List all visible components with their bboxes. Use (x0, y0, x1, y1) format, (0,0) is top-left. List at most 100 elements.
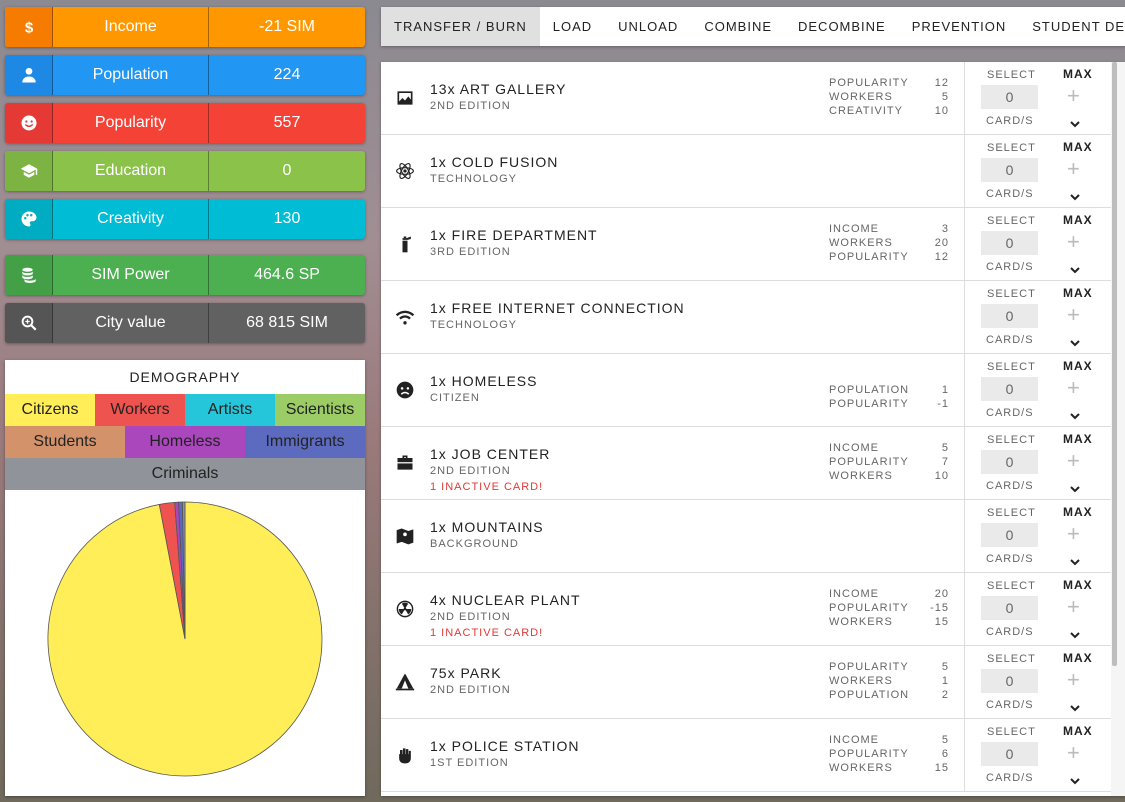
increment-button[interactable]: + (1067, 594, 1080, 619)
legend-workers[interactable]: Workers (95, 394, 185, 426)
legend-citizens[interactable]: Citizens (5, 394, 95, 426)
chevron-down-icon[interactable] (1069, 699, 1081, 712)
stat-label: Creativity (53, 199, 209, 239)
card-stat-label: POPULARITY (829, 77, 909, 89)
chevron-down-icon[interactable] (1069, 115, 1081, 128)
card-edition: CITIZEN (430, 392, 480, 404)
card-select-controls: SELECT MAX 0 + CARD/S (964, 427, 1111, 500)
pie-slice-criminals[interactable] (182, 501, 186, 640)
atom-icon (395, 161, 415, 181)
quantity-input[interactable]: 0 (981, 450, 1038, 474)
chevron-down-icon[interactable] (1069, 626, 1081, 639)
chevron-down-icon[interactable] (1069, 772, 1081, 785)
card-stat: WORKERS 5 (829, 91, 949, 105)
increment-button[interactable]: + (1067, 667, 1080, 692)
max-button[interactable]: MAX (1063, 140, 1093, 154)
card-stat-value: 5 (941, 91, 949, 103)
card-name: 1x FIRE DEPARTMENT (430, 227, 598, 243)
legend-criminals[interactable]: Criminals (5, 458, 365, 490)
increment-button[interactable]: + (1067, 302, 1080, 327)
coins-icon (5, 255, 53, 295)
tab-decombine[interactable]: DECOMBINE (798, 19, 886, 34)
demography-panel: DEMOGRAPHY Citizens Workers Artists Scienti… (5, 360, 365, 796)
tab-prevention[interactable]: PREVENTION (911, 19, 1007, 34)
select-label: SELECT (987, 69, 1036, 81)
card-name: 1x JOB CENTER (430, 446, 551, 462)
card-stat-label: POPULATION (829, 384, 910, 396)
card-stat: CREATIVITY 10 (829, 105, 949, 119)
stat-value: 557 (273, 114, 301, 131)
chevron-down-icon[interactable] (1069, 480, 1081, 493)
chevron-down-icon[interactable] (1069, 261, 1081, 274)
tab-transfer-burn[interactable]: TRANSFER / BURN (381, 7, 540, 46)
max-button[interactable]: MAX (1063, 286, 1093, 300)
card-stat-label: WORKERS (829, 762, 893, 774)
card-stat: INCOME 3 (829, 223, 949, 237)
max-button[interactable]: MAX (1063, 359, 1093, 373)
stat-value: 464.6 SP (254, 266, 320, 283)
chevron-down-icon[interactable] (1069, 553, 1081, 566)
legend-immigrants[interactable]: Immigrants (245, 426, 365, 458)
legend-artists[interactable]: Artists (185, 394, 275, 426)
card-select-controls: SELECT MAX 0 + CARD/S (964, 62, 1111, 135)
tab-student-debt[interactable]: STUDENT DEBT (1032, 19, 1125, 34)
max-button[interactable]: MAX (1063, 67, 1093, 81)
max-button[interactable]: MAX (1063, 505, 1093, 519)
card-row: 1x COLD FUSION TECHNOLOGY SELECT MAX 0 + CARD/… (381, 135, 1111, 208)
max-button[interactable]: MAX (1063, 578, 1093, 592)
inactive-warning: 1 INACTIVE CARD! (430, 627, 544, 639)
quantity-input[interactable]: 0 (981, 85, 1038, 109)
quantity-input[interactable]: 0 (981, 742, 1038, 766)
card-stat: INCOME 5 (829, 734, 949, 748)
card-stat-label: INCOME (829, 442, 879, 454)
tab-load[interactable]: LOAD (552, 19, 593, 34)
quantity-input[interactable]: 0 (981, 377, 1038, 401)
chevron-down-icon[interactable] (1069, 407, 1081, 420)
quantity-input[interactable]: 0 (981, 231, 1038, 255)
increment-button[interactable]: + (1067, 521, 1080, 546)
increment-button[interactable]: + (1067, 375, 1080, 400)
select-label: SELECT (987, 580, 1036, 592)
card-row: 1x FREE INTERNET CONNECTION TECHNOLOGY SEL… (381, 281, 1111, 354)
card-stats: INCOME 5 POPULARITY 6 WORKERS 15 (829, 734, 949, 776)
card-stat-value: -1 (937, 398, 949, 410)
card-stat-label: POPULARITY (829, 661, 909, 673)
max-button[interactable]: MAX (1063, 213, 1093, 227)
increment-button[interactable]: + (1067, 83, 1080, 108)
max-button[interactable]: MAX (1063, 432, 1093, 446)
quantity-input[interactable]: 0 (981, 304, 1038, 328)
quantity-input[interactable]: 0 (981, 596, 1038, 620)
scrollbar-thumb[interactable] (1112, 62, 1117, 666)
fist-icon (395, 745, 415, 765)
max-button[interactable]: MAX (1063, 651, 1093, 665)
card-select-controls: SELECT MAX 0 + CARD/S (964, 719, 1111, 792)
increment-button[interactable]: + (1067, 156, 1080, 181)
svg-text:$: $ (24, 19, 33, 36)
card-stat-label: CREATIVITY (829, 105, 903, 117)
chevron-down-icon[interactable] (1069, 334, 1081, 347)
tab-combine[interactable]: COMBINE (704, 19, 772, 34)
quantity-input[interactable]: 0 (981, 523, 1038, 547)
dollar-icon: $ (5, 7, 53, 47)
increment-button[interactable]: + (1067, 740, 1080, 765)
map-icon (395, 526, 415, 546)
quantity-input[interactable]: 0 (981, 158, 1038, 182)
stat-label: City value (53, 303, 209, 343)
select-label: SELECT (987, 142, 1036, 154)
quantity-input[interactable]: 0 (981, 669, 1038, 693)
select-label: SELECT (987, 653, 1036, 665)
card-stat-label: POPULARITY (829, 602, 909, 614)
legend-students[interactable]: Students (5, 426, 125, 458)
legend-scientists[interactable]: Scientists (275, 394, 365, 426)
magnifier-icon (5, 303, 53, 343)
stat-value: 68 815 SIM (246, 314, 328, 331)
stat-value: 130 (273, 210, 301, 227)
chevron-down-icon[interactable] (1069, 188, 1081, 201)
tab-unload[interactable]: UNLOAD (618, 19, 679, 34)
legend-homeless[interactable]: Homeless (125, 426, 245, 458)
increment-button[interactable]: + (1067, 448, 1080, 473)
increment-button[interactable]: + (1067, 229, 1080, 254)
card-edition: 1ST EDITION (430, 757, 509, 769)
legend-row: Criminals (5, 458, 365, 490)
max-button[interactable]: MAX (1063, 724, 1093, 738)
